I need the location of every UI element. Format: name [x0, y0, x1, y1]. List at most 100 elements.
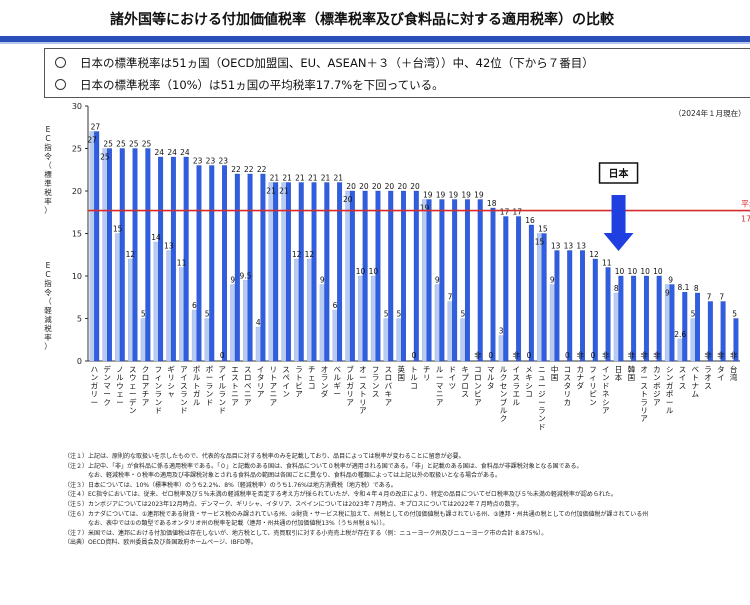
reduced-rate-label: 4	[256, 318, 261, 327]
standard-rate-label: 19	[461, 191, 471, 200]
reduced-rate-label: 7	[448, 293, 453, 302]
category-label: チェコ	[308, 365, 316, 390]
reduced-rate-bar	[498, 335, 504, 362]
reduced-rate-label: 25	[100, 153, 110, 162]
category-label: フランス	[372, 365, 380, 399]
standard-rate-label: 20	[359, 182, 369, 191]
category-label: 韓国	[628, 364, 636, 382]
standard-rate-label: 19	[474, 191, 484, 200]
standard-rate-label: 21	[308, 174, 318, 183]
reduced-rate-label: 20	[343, 195, 353, 204]
reduced-rate-label: 11	[177, 259, 187, 268]
category-label: デンマーク	[103, 364, 111, 407]
standard-rate-label: 23	[218, 157, 228, 166]
reduced-rate-bar	[422, 199, 427, 362]
reduced-rate-label: 21	[266, 187, 276, 196]
reduced-rate-label: 非	[717, 350, 725, 360]
category-label: スロバキア	[385, 365, 393, 407]
category-label: スペイン	[282, 365, 290, 399]
category-label: ベトナム	[692, 365, 700, 399]
reduced-rate-label: 0	[527, 351, 532, 360]
standard-rate-bar	[567, 250, 573, 362]
standard-rate-bar	[222, 165, 227, 362]
standard-rate-bar	[132, 148, 138, 362]
category-label: チリ	[423, 365, 431, 382]
standard-rate-label: 20	[346, 182, 356, 191]
category-label: スイス	[679, 365, 687, 390]
category-label: イタリア	[257, 365, 265, 399]
category-label: オランダ	[321, 365, 329, 399]
category-label: シンガポール	[666, 365, 674, 415]
reduced-rate-bar	[166, 250, 172, 362]
standard-rate-label: 27	[91, 123, 101, 132]
reduced-rate-label: 0	[488, 351, 493, 360]
standard-rate-label: 7	[707, 293, 712, 302]
reduced-rate-label: 9	[320, 276, 325, 285]
category-label: スウェーデン	[129, 365, 137, 415]
standard-rate-bar	[196, 165, 202, 362]
standard-rate-bar	[733, 318, 739, 362]
reduced-rate-bar	[127, 258, 133, 362]
standard-rate-label: 17	[500, 208, 510, 217]
standard-rate-label: 25	[103, 140, 113, 149]
standard-rate-bar	[592, 258, 598, 362]
standard-rate-bar	[94, 131, 100, 362]
standard-rate-label: 21	[321, 174, 331, 183]
reduced-rate-bar	[204, 318, 210, 362]
category-label: ポルトガル	[193, 365, 201, 407]
category-label: リトアニア	[270, 365, 278, 407]
reduced-rate-label: 15	[113, 225, 123, 234]
category-label: コロンビア	[474, 365, 482, 407]
category-label: ノルウェー	[116, 365, 124, 407]
reduced-rate-bar	[268, 182, 274, 362]
reduced-rate-bar	[153, 241, 159, 362]
standard-rate-label: 20	[410, 182, 420, 191]
standard-rate-label: 21	[334, 174, 344, 183]
reduced-rate-bar	[447, 301, 453, 362]
standard-rate-bar	[695, 292, 701, 362]
standard-rate-bar	[452, 199, 458, 362]
standard-rate-label: 24	[167, 148, 177, 157]
reduced-rate-bar	[345, 190, 351, 362]
reduced-rate-label: 9	[230, 276, 235, 285]
standard-rate-bar	[158, 156, 164, 362]
reduced-rate-label: 0	[591, 351, 596, 360]
category-label: コスタリカ	[564, 365, 572, 407]
standard-rate-bar	[503, 216, 509, 362]
note-line: （注６）カナダについては、①連邦税である財貨・サービス税のみ課されている州、②財…	[64, 510, 649, 518]
reduced-rate-label: 12	[126, 250, 136, 259]
reduced-rate-bar	[319, 284, 325, 362]
reduced-rate-label: 0	[565, 351, 570, 360]
y-tick-label: 20	[72, 187, 82, 196]
reduced-rate-bar	[396, 318, 402, 362]
standard-rate-label: 19	[423, 191, 433, 200]
category-label: オーストラリア	[640, 365, 648, 423]
category-label: 中国	[551, 364, 559, 382]
reduced-rate-label: 10	[369, 267, 379, 276]
reduced-rate-bar	[690, 318, 696, 362]
standard-rate-bar	[464, 199, 470, 362]
standard-rate-bar	[349, 190, 355, 362]
reduced-rate-label: 非	[513, 350, 521, 360]
note-line: （注７）米国では、連邦における付加価値税は存在しないが、地方税として、売買取引に…	[64, 529, 548, 537]
reduced-rate-label: 6	[333, 301, 338, 310]
category-label: イスラエル	[513, 365, 521, 407]
category-label: マルタ	[487, 365, 495, 390]
y-tick-label: 15	[72, 230, 82, 239]
average-label: 平均	[741, 199, 750, 209]
standard-rate-bar	[234, 173, 240, 362]
y-axis-label-reduced: E C 指令（軽減税率）	[44, 261, 52, 351]
note-line: （注４）EC指令においては、従来、ゼロ税率及び５％未満の軽減税率を否定する考え方…	[64, 491, 617, 499]
note-line: （注２）上記中、「非」が食料品に係る適用税率である。「０」と記載のある国は、食料…	[64, 462, 583, 470]
standard-rate-label: 23	[206, 157, 216, 166]
standard-rate-bar	[707, 301, 713, 362]
reduced-rate-label: 5	[460, 310, 465, 319]
reduced-rate-label: 9	[435, 276, 440, 285]
category-label: 台湾	[730, 364, 738, 382]
category-label: ポーランド	[206, 365, 214, 407]
standard-rate-label: 24	[155, 148, 165, 157]
standard-rate-label: 21	[282, 174, 292, 183]
reduced-rate-label: 9	[665, 289, 670, 298]
reduced-rate-label: 0	[220, 351, 225, 360]
